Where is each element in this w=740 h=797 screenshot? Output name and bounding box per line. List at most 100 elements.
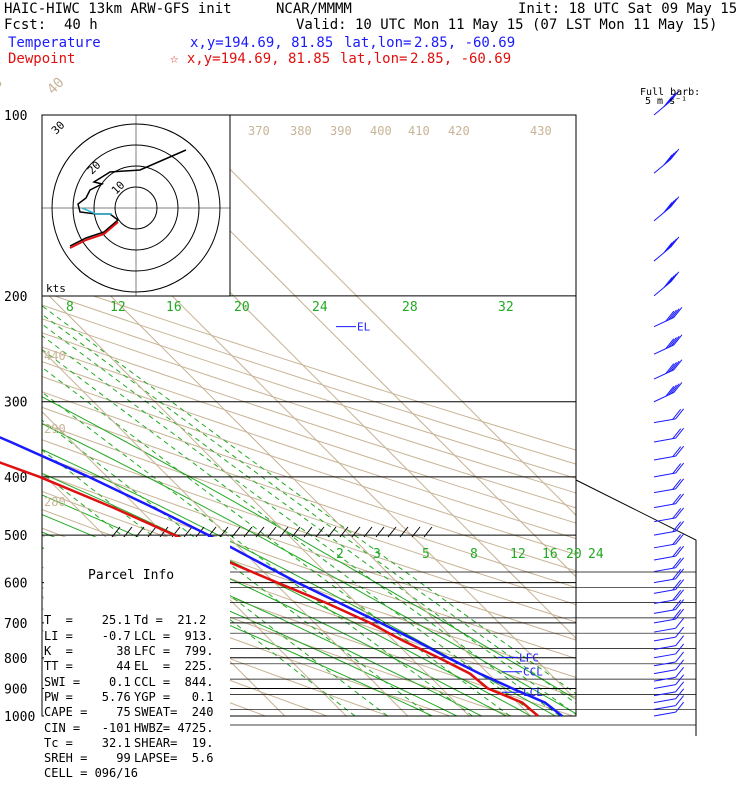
parcel-info-title: Parcel Info [88, 567, 175, 583]
wind-barb-flag [672, 463, 682, 474]
wind-barb [653, 455, 676, 461]
sounding-profiles: EL LFC CCL LCL [0, 321, 563, 717]
hatch-mark [243, 526, 253, 538]
parcel-info-left: CIN = -101 [44, 720, 131, 735]
mixing-ratio-label: 16 [542, 547, 558, 562]
isotherm [42, 349, 409, 717]
mixing-ratio-label: 32 [498, 300, 514, 315]
wind-barb [653, 589, 676, 594]
wind-barb [653, 488, 676, 494]
parcel-marker-label: LCL [523, 686, 543, 699]
wind-barb-flag [675, 579, 685, 590]
wind-barb-flag [675, 478, 685, 490]
wind-barb-flag [668, 337, 677, 348]
wind-barb-flag [675, 681, 685, 693]
mixing-ratio-label: 8 [66, 300, 74, 315]
wind-barb-flag [675, 507, 685, 519]
wind-barb-flag [675, 659, 685, 671]
wind-barb-flag [675, 445, 685, 457]
wind-barb-flag [670, 335, 680, 347]
wind-barb [653, 517, 676, 523]
isotherm-label: 30 [0, 75, 6, 98]
wind-barb-flag [668, 309, 677, 321]
wind-barb-flag [672, 428, 682, 439]
isotherm [42, 411, 347, 717]
wind-barb-flag [670, 383, 680, 395]
mixing-ratio-line [42, 391, 473, 717]
parcel-info-right: CCL = 844. [134, 674, 214, 689]
temperature-xy: x,y=194.69, 81.85 [190, 35, 334, 51]
wind-barb [653, 645, 676, 650]
mixing-ratio-label: 20 [566, 547, 582, 562]
wind-barb [653, 636, 676, 642]
wind-barb-flag [668, 150, 677, 162]
wind-barb-flag [665, 152, 675, 164]
parcel-info-row: TT = 44 EL = 225. [44, 659, 230, 674]
parcel-info-left: SWI = 0.1 [44, 674, 131, 689]
dry-adiabat [42, 391, 576, 572]
theta-label: 390 [330, 124, 352, 138]
parcel-info-left: SREH = 99 [44, 751, 131, 766]
diagram-frame [41, 114, 577, 717]
mixing-ratio-label: 16 [166, 300, 182, 315]
wind-barb-flag [672, 446, 682, 458]
pressure-label: 600 [4, 577, 27, 592]
wind-barb-flag [670, 308, 680, 319]
wind-barb [653, 158, 672, 174]
hodograph-trace-low [81, 207, 112, 215]
wind-barb [653, 555, 676, 561]
wind-barb-flag [675, 599, 685, 610]
model-title: HAIC-HIWC 13km ARW-GFS init [4, 1, 232, 17]
wind-barb-flag [672, 609, 682, 620]
wind-barb-flag [665, 275, 675, 286]
parcel-info-left: TT = 44 [44, 659, 131, 674]
wind-barb-flag [670, 148, 680, 160]
wind-barb [653, 567, 676, 573]
parcel-info-left: PW = 5.76 [44, 689, 131, 704]
mixing-ratio-label: 12 [510, 547, 526, 562]
wind-barb-flag [675, 695, 685, 706]
valid-time: Valid: 10 UTC Mon 11 May 15 (07 LST Mon … [296, 17, 718, 33]
parcel-marker-label: EL [357, 321, 371, 334]
barb-scale-label: Full barb: [640, 87, 700, 98]
pressure-label: 800 [4, 652, 27, 667]
hatch-mark [279, 526, 289, 538]
parcel-info-row: CIN = -101 HWBZ= 4725. [44, 721, 230, 736]
pressure-label: 200 [4, 290, 27, 305]
parcel-info-row: SWI = 0.1 CCL = 844. [44, 675, 230, 690]
mixing-ratio-label: 5 [422, 547, 430, 562]
dewpoint-xy: ☆ x,y=194.69, 81.85 [170, 51, 331, 67]
wind-barb [653, 618, 676, 624]
hatch-mark [267, 526, 277, 538]
wind-barb-flag [675, 568, 685, 580]
theta-label: 290 [44, 422, 66, 436]
theta-label: 370 [248, 124, 270, 138]
parcel-info-left: K = 38 [44, 644, 131, 659]
isotherm [42, 288, 470, 717]
parcel-info-right: EL = 225. [134, 659, 214, 674]
hatch-mark [219, 526, 229, 538]
wind-barb-flag [675, 533, 685, 545]
wind-barb-flag [668, 384, 677, 396]
wind-barb-flag [668, 238, 677, 250]
wind-barb-flag [672, 546, 682, 557]
parcel-info-left: LI = -0.7 [44, 628, 131, 643]
hatch-mark [159, 526, 169, 538]
wind-barb-flag [668, 92, 677, 104]
temperature-legend: Temperature [8, 35, 101, 51]
mixing-ratio-label: 24 [312, 300, 328, 315]
wind-barb-flag [675, 667, 685, 678]
wind-barb-flag [665, 94, 675, 106]
wind-barb-flag [672, 579, 682, 591]
wind-barb-flag [675, 617, 685, 629]
hatch-mark [123, 526, 133, 538]
parcel-info-right: LAPSE= 5.6 [134, 751, 214, 766]
parcel-info-left: CELL = 096/16 [44, 766, 138, 781]
wind-barb [653, 691, 676, 697]
dry-adiabat [42, 318, 576, 494]
parcel-info-row: LI = -0.7 LCL = 913. [44, 629, 230, 644]
wind-barb [653, 437, 676, 443]
mixing-ratio-label: 8 [470, 547, 478, 562]
dewpoint-latlon-value: 2.85, -60.69 [410, 51, 512, 67]
dry-adiabat [42, 456, 576, 641]
